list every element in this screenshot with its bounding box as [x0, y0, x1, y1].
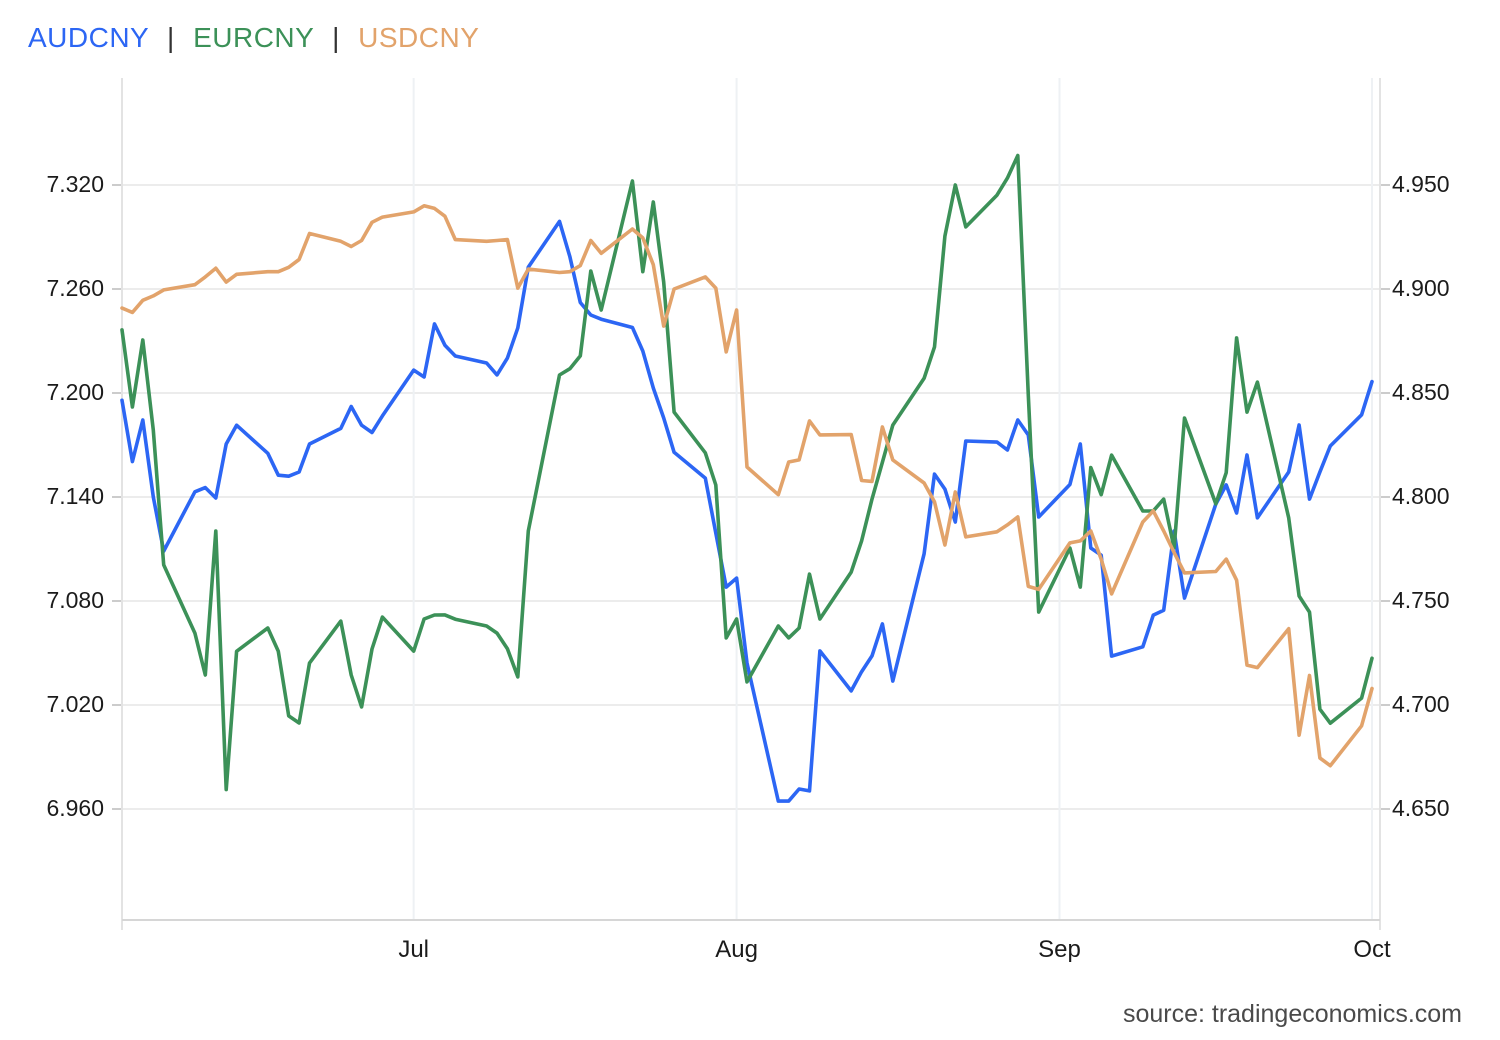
x-axis-tick: Sep: [1038, 936, 1081, 963]
x-axis-tick: Aug: [715, 936, 758, 963]
x-axis-tick: Oct: [1353, 936, 1391, 963]
legend-item-eurcny[interactable]: EURCNY: [193, 22, 314, 53]
left-axis-tick: 7.200: [46, 379, 104, 405]
right-axis-tick: 4.650: [1392, 795, 1450, 821]
x-axis-tick: Jul: [398, 936, 429, 963]
audcny-line[interactable]: [120, 219, 1374, 803]
left-axis-tick: 6.960: [46, 795, 104, 821]
right-axis-tick: 4.800: [1392, 483, 1450, 509]
eurcny-line[interactable]: [120, 153, 1374, 792]
legend-item-usdcny[interactable]: USDCNY: [358, 22, 480, 53]
left-axis-tick: 7.320: [46, 171, 104, 197]
source-note: source: tradingeconomics.com: [1122, 1000, 1462, 1028]
legend: AUDCNY | EURCNY | USDCNY: [28, 22, 479, 54]
series-lines: [120, 153, 1374, 803]
right-axis-tick: 4.900: [1392, 275, 1450, 301]
right-axis-tick: 4.850: [1392, 379, 1450, 405]
left-axis-tick: 7.260: [46, 275, 104, 301]
right-axis-tick: 4.750: [1392, 587, 1450, 613]
left-axis-tick: 7.020: [46, 691, 104, 717]
legend-item-audcny[interactable]: AUDCNY: [28, 22, 149, 53]
right-axis-tick: 4.700: [1392, 691, 1450, 717]
usdcny-line[interactable]: [120, 204, 1374, 768]
legend-separator: |: [167, 22, 175, 53]
legend-separator: |: [332, 22, 340, 53]
left-axis-tick: 7.140: [46, 483, 104, 509]
gridlines: [112, 78, 1390, 930]
left-axis-tick: 7.080: [46, 587, 104, 613]
right-axis-tick: 4.950: [1392, 171, 1450, 197]
